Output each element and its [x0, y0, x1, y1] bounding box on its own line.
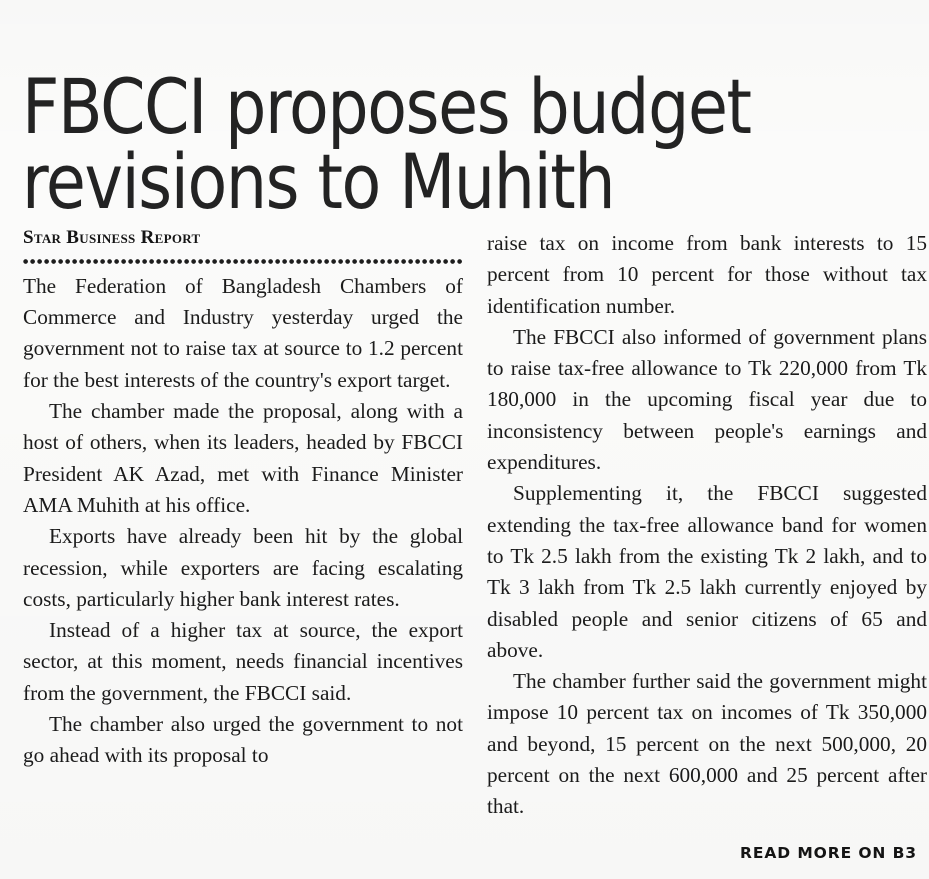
paragraph: Instead of a higher tax at source, the e…: [23, 618, 463, 705]
paragraph: Supplementing it, the FBCCI suggested ex…: [487, 481, 927, 662]
read-more-link[interactable]: READ MORE ON B3: [740, 844, 917, 862]
article-byline: Star Business Report: [23, 227, 201, 248]
paragraph: The FBCCI also informed of government pl…: [487, 324, 927, 475]
article-headline: FBCCI proposes budget revisions to Muhit…: [22, 61, 752, 227]
paragraph: Exports have already been hit by the glo…: [23, 524, 463, 611]
paragraph: The chamber made the proposal, along wit…: [23, 399, 463, 517]
paragraph: The chamber further said the government …: [487, 669, 927, 819]
article-column-right: raise tax on income from bank interests …: [487, 228, 927, 862]
article-column-left: Star Business Report The Federation of B…: [23, 227, 463, 772]
dotted-separator-rule: [23, 257, 463, 265]
paragraph: The Federation of Bangladesh Chambers of…: [23, 273, 463, 392]
article-body-columns: Star Business Report The Federation of B…: [0, 227, 929, 878]
paragraph: The chamber also urged the government to…: [23, 712, 463, 768]
paragraph: raise tax on income from bank interests …: [487, 231, 927, 318]
